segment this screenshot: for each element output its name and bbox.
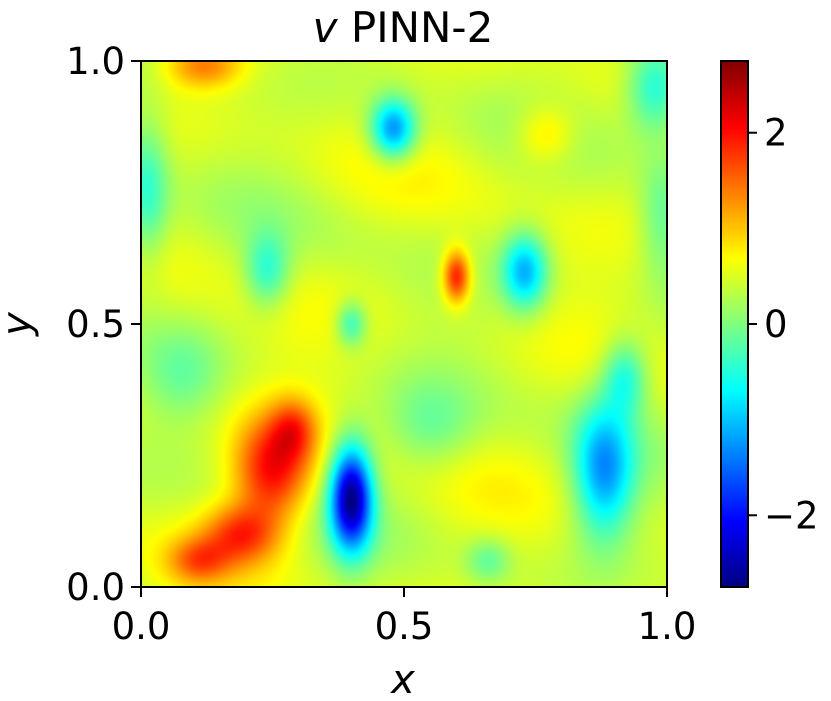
x-tick-label: 0.0	[112, 605, 171, 648]
colorbar-gradient	[721, 61, 748, 587]
x-tick-label: 1.0	[638, 605, 697, 648]
y-axis: 0.0 0.5 1.0	[66, 40, 141, 609]
colorbar: 2 0 −2	[720, 60, 819, 588]
colorbar-ticks: 2 0 −2	[748, 112, 819, 537]
y-tick-label: 0.0	[66, 566, 125, 609]
y-tick-label: 0.5	[66, 303, 125, 346]
colorbar-tick-label: 0	[764, 303, 788, 346]
chart-title: v PINN-2	[313, 3, 494, 52]
colorbar-tick-label: 2	[764, 112, 788, 155]
chart-title-text: PINN-2	[338, 3, 494, 52]
colorbar-tick-label: −2	[764, 494, 819, 537]
heatmap-image	[141, 61, 667, 587]
x-axis: 0.0 0.5 1.0	[112, 587, 697, 648]
heatmap-plot-area	[140, 60, 668, 588]
y-tick-label: 1.0	[66, 40, 125, 83]
x-tick-label: 0.5	[375, 605, 434, 648]
chart-title-variable: v	[313, 3, 339, 52]
x-axis-label: x	[389, 657, 415, 701]
y-axis-label: y	[0, 311, 40, 337]
